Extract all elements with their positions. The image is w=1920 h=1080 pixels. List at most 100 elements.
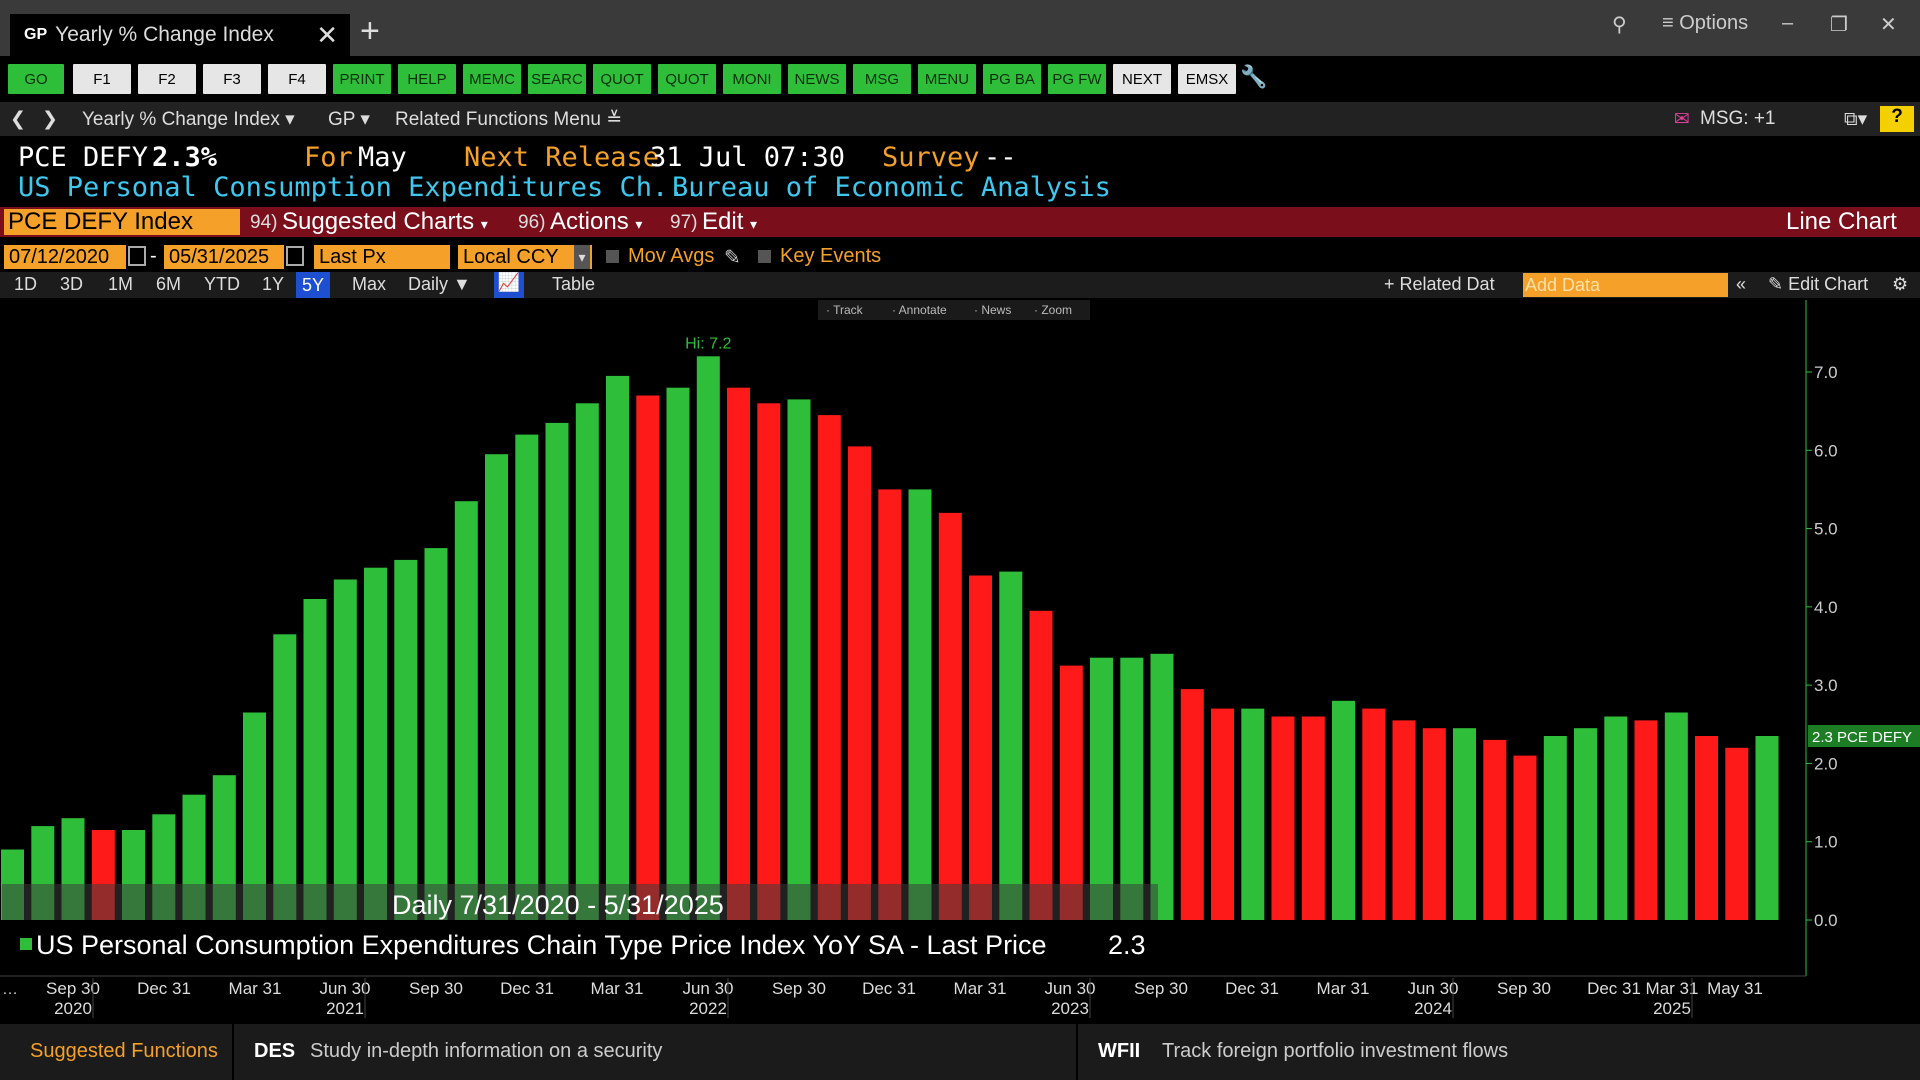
bar[interactable]: [1180, 689, 1204, 920]
tab-gp[interactable]: GP Yearly % Change Index ✕: [10, 14, 350, 56]
range-1y[interactable]: 1Y: [262, 274, 285, 294]
tool-annotate[interactable]: · Annotate: [892, 303, 947, 317]
bar[interactable]: [1211, 708, 1234, 920]
fkey-searc[interactable]: SEARC: [528, 64, 586, 94]
key-events-checkbox[interactable]: [758, 250, 771, 263]
close-tab-icon[interactable]: ✕: [316, 20, 338, 50]
fkey-memc[interactable]: MEMC: [463, 64, 521, 94]
bar[interactable]: [606, 375, 629, 920]
table-button[interactable]: Table: [552, 274, 596, 294]
fkey-next[interactable]: NEXT: [1113, 64, 1171, 94]
bar[interactable]: [999, 571, 1023, 920]
bar[interactable]: [1392, 720, 1416, 920]
tool-news[interactable]: · News: [974, 303, 1011, 317]
bar[interactable]: [908, 489, 932, 920]
edit-menu[interactable]: Edit ▾: [702, 208, 758, 235]
fkey-print[interactable]: PRINT: [333, 64, 391, 94]
screen-icon[interactable]: ⧉▾: [1844, 109, 1868, 130]
bar[interactable]: [1422, 728, 1446, 920]
suggested-functions-label[interactable]: Suggested Functions: [30, 1040, 218, 1062]
bar[interactable]: [454, 501, 478, 920]
bar[interactable]: [757, 403, 781, 920]
bar[interactable]: [485, 454, 508, 920]
gear-icon[interactable]: ⚙: [1892, 274, 1909, 294]
fkey-news[interactable]: NEWS: [788, 64, 846, 94]
bar[interactable]: [364, 567, 387, 920]
range-max[interactable]: Max: [352, 274, 387, 294]
back-icon[interactable]: ❮: [10, 109, 26, 130]
bar[interactable]: [1362, 708, 1386, 920]
function-name-menu[interactable]: Yearly % Change Index ▾: [82, 109, 295, 130]
bar[interactable]: [545, 422, 569, 920]
forward-icon[interactable]: ❯: [42, 109, 58, 130]
fkey-emsx[interactable]: EMSX: [1178, 64, 1236, 94]
currency-selector[interactable]: Local CCY ▾: [458, 245, 592, 269]
fkey-f1[interactable]: F1: [73, 64, 131, 94]
bar[interactable]: [273, 634, 297, 920]
wrench-icon[interactable]: 🔧: [1240, 64, 1268, 89]
bar[interactable]: [696, 356, 720, 920]
bar[interactable]: [1574, 728, 1597, 920]
bar[interactable]: [333, 579, 357, 921]
fkey-menu[interactable]: MENU: [918, 64, 976, 94]
bar[interactable]: [1695, 736, 1718, 920]
fkey-quot[interactable]: QUOT: [658, 64, 716, 94]
minimize-icon[interactable]: –: [1782, 12, 1794, 34]
close-window-icon[interactable]: ✕: [1880, 14, 1897, 36]
bar[interactable]: [212, 775, 236, 920]
tool-zoom[interactable]: · Zoom: [1034, 303, 1072, 317]
frequency-selector[interactable]: Daily ▼: [408, 274, 471, 294]
bar[interactable]: [1543, 736, 1567, 920]
range-6m[interactable]: 6M: [156, 274, 182, 294]
bar[interactable]: [666, 387, 690, 920]
bar[interactable]: [1634, 720, 1658, 920]
bar[interactable]: [1332, 700, 1355, 920]
wfii-function-code[interactable]: WFII: [1098, 1040, 1141, 1062]
security-input[interactable]: PCE DEFY Index: [4, 209, 240, 235]
start-date-field[interactable]: 07/12/2020: [4, 245, 126, 269]
bar[interactable]: [1241, 708, 1265, 920]
collapse-icon[interactable]: «: [1736, 274, 1747, 294]
bar[interactable]: [727, 387, 750, 920]
bar[interactable]: [1301, 716, 1325, 921]
bar[interactable]: [938, 512, 962, 920]
actions-menu[interactable]: Actions ▾: [550, 208, 643, 235]
bar[interactable]: [878, 489, 902, 920]
bar[interactable]: [1513, 755, 1537, 920]
bar[interactable]: [1090, 657, 1113, 920]
range-5y[interactable]: 5Y: [296, 272, 331, 298]
field-selector[interactable]: Last Px: [314, 245, 450, 269]
range-3d[interactable]: 3D: [60, 274, 84, 294]
restore-icon[interactable]: ❐: [1830, 14, 1848, 36]
bar[interactable]: [575, 403, 599, 920]
bar-chart[interactable]: · Track · Annotate · News · Zoom Hi: 7.2 0.0 1…: [0, 300, 1920, 1020]
fkey-help[interactable]: HELP: [398, 64, 456, 94]
new-tab-icon[interactable]: +: [360, 12, 380, 50]
related-data-button[interactable]: + Related Dat: [1384, 274, 1495, 294]
fkey-f3[interactable]: F3: [203, 64, 261, 94]
options-menu[interactable]: ≡ Options: [1662, 12, 1749, 34]
des-function-code[interactable]: DES: [254, 1040, 296, 1062]
bar[interactable]: [1029, 610, 1053, 920]
line-chart-icon[interactable]: 📈: [494, 272, 524, 298]
bar[interactable]: [1453, 728, 1476, 920]
chart-type-label[interactable]: Line Chart: [1786, 208, 1897, 235]
bar[interactable]: [636, 395, 660, 921]
bar[interactable]: [394, 559, 418, 920]
bar[interactable]: [1059, 665, 1083, 920]
bar[interactable]: [303, 599, 327, 920]
bar[interactable]: [1120, 657, 1144, 920]
des-function-desc[interactable]: Study in-depth information on a security: [310, 1040, 663, 1062]
bar[interactable]: [243, 712, 266, 921]
calendar-icon[interactable]: [286, 246, 304, 266]
bar[interactable]: [1150, 653, 1174, 920]
bar[interactable]: [1725, 747, 1749, 920]
help-button[interactable]: ?: [1880, 106, 1914, 132]
bar[interactable]: [787, 399, 811, 920]
bar[interactable]: [969, 575, 992, 921]
fkey-f4[interactable]: F4: [268, 64, 326, 94]
bar[interactable]: [1604, 716, 1628, 921]
range-ytd[interactable]: YTD: [204, 274, 240, 294]
calendar-icon[interactable]: [128, 246, 146, 266]
message-icon[interactable]: ✉: [1674, 109, 1690, 130]
